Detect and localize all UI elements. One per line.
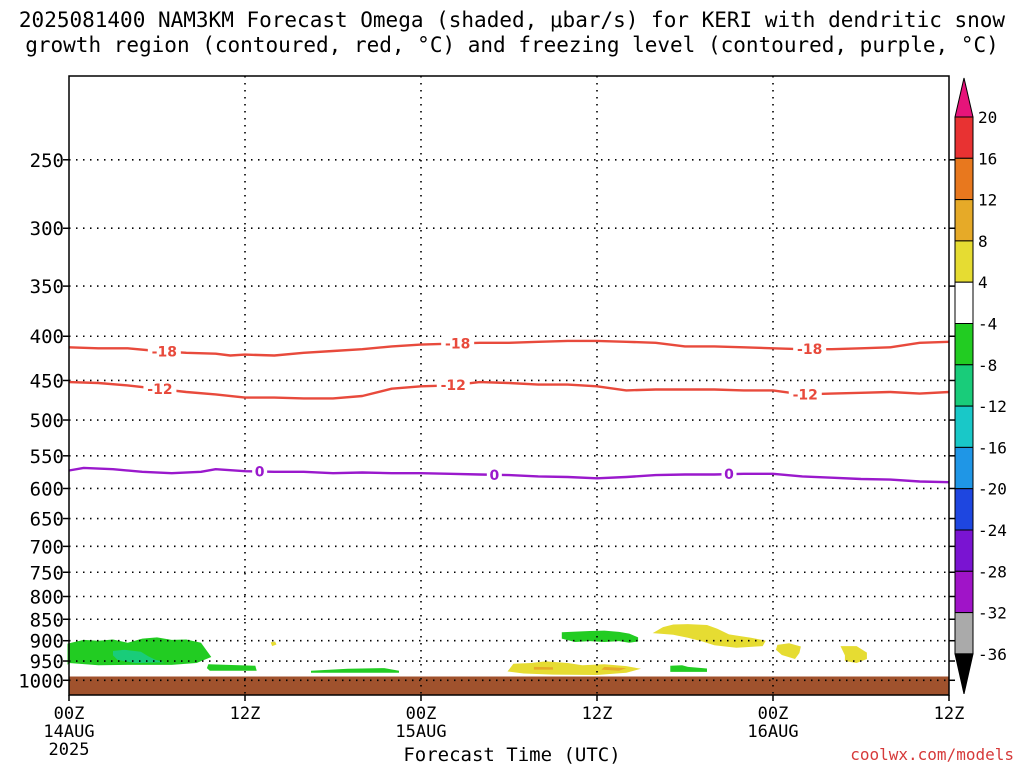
contour-label-bg [143,381,177,398]
colorbar-level-label: -16 [978,438,1007,457]
x-axis-label: Forecast Time (UTC) [403,744,621,766]
colorbar-top-arrow [954,77,974,118]
y-tick-label: 550 [30,446,64,468]
y-tick-label: 950 [30,651,64,673]
y-tick-label: 850 [30,609,64,631]
chart-title-line-1: 2025081400 NAM3KM Forecast Omega (shaded… [18,8,1006,32]
colorbar-level-label: -12 [978,397,1007,416]
x-tick-label: 00Z [54,704,85,724]
y-tick-label: 500 [30,410,64,432]
colorbar-level-label: -36 [978,645,1007,664]
colorbar-level-label: -4 [978,315,997,334]
x-tick-date: 15AUG [395,722,446,742]
contour-label-bg [721,466,737,483]
omega-shaded-region-9 [840,646,867,663]
omega-shaded-region-1 [113,649,165,663]
omega-shaded-region-4 [561,630,639,643]
colorbar-segment-3 [954,240,974,283]
colorbar-level-label: -20 [978,480,1007,499]
x-tick-date: 14AUG [43,722,94,742]
contour-label: -12 [441,378,466,394]
omega-shaded-region-10 [270,641,277,647]
x-tick-date: 16AUG [747,722,798,742]
colorbar-segment-0 [954,116,974,159]
colorbar-segment-6 [954,364,974,407]
x-tick-year: 2025 [49,740,90,760]
colorbar-bottom-arrow [954,653,974,695]
y-tick-label: 250 [30,150,64,172]
colorbar-level-label: 4 [978,273,988,292]
watermark-text: coolwx.com/models [850,745,1014,764]
colorbar-segment-9 [954,488,974,531]
colorbar-segment-10 [954,529,974,572]
contour-label: -18 [445,336,470,352]
contour-label: -18 [152,344,177,360]
y-tick-label: 700 [30,536,64,558]
x-tick-label: 12Z [582,704,613,724]
contour-label-bg [486,466,502,483]
plot-frame [68,75,950,696]
x-tick-label: 12Z [230,704,261,724]
colorbar-segment-1 [954,157,974,201]
colorbar-segment-12 [954,612,974,655]
x-tick-label: 00Z [406,704,437,724]
colorbar-segment-7 [954,405,974,448]
y-tick-label: 650 [30,509,64,531]
contour-label-bg [441,335,475,352]
y-tick-label: 450 [30,370,64,392]
colorbar-level-label: -28 [978,562,1007,581]
colorbar-level-label: 8 [978,232,988,251]
omega-shaded-region-8 [775,643,801,659]
colorbar-segment-5 [954,323,974,366]
y-tick-label: 400 [30,326,64,348]
omega-shaded-region-12 [601,666,627,671]
contour-freezing-2 [68,466,950,484]
colorbar-level-label: 20 [978,108,997,127]
omega-shaded-region-6 [507,661,641,675]
colorbar-level-label: -32 [978,604,1007,623]
ground-fill [69,676,949,695]
omega-shaded-region-11 [533,666,553,670]
colorbar-level-label: 16 [978,149,997,168]
contour-label-bg [788,386,822,403]
omega-shaded-region-2 [206,664,257,671]
contour-label-bg [793,341,827,358]
contour-label: -18 [797,342,822,358]
omega-shaded-region-0 [67,637,212,666]
chart-title-line-2: growth region (contoured, red, °C) and f… [25,33,999,57]
y-tick-label: 900 [30,631,64,653]
colorbar-segment-11 [954,570,974,614]
x-tick-label: 00Z [758,704,789,724]
contour-label: 0 [724,467,734,483]
y-tick-label: 800 [30,586,64,608]
omega-shaded-region-7 [652,624,766,648]
y-tick-label: 750 [30,562,64,584]
colorbar-level-label: -24 [978,521,1007,540]
contour-label-bg [147,343,181,360]
contour-label: -12 [793,387,818,403]
colorbar-level-label: -8 [978,356,997,375]
omega-shaded-region-5 [670,665,707,672]
colorbar-level-label: 12 [978,191,997,210]
y-tick-label: 1000 [18,670,64,692]
contour-label: -12 [147,382,172,398]
contour-label: 0 [489,468,499,484]
x-tick-label: 12Z [934,704,965,724]
contour-label-bg [436,377,470,394]
colorbar-segment-4 [954,281,974,325]
contour-label: 0 [255,465,265,481]
y-tick-label: 350 [30,276,64,298]
omega-shaded-region-3 [311,668,399,673]
contour-label-bg [252,463,268,480]
y-tick-label: 600 [30,478,64,500]
colorbar-segment-8 [954,446,974,490]
y-tick-label: 300 [30,218,64,240]
colorbar-segment-2 [954,199,974,242]
